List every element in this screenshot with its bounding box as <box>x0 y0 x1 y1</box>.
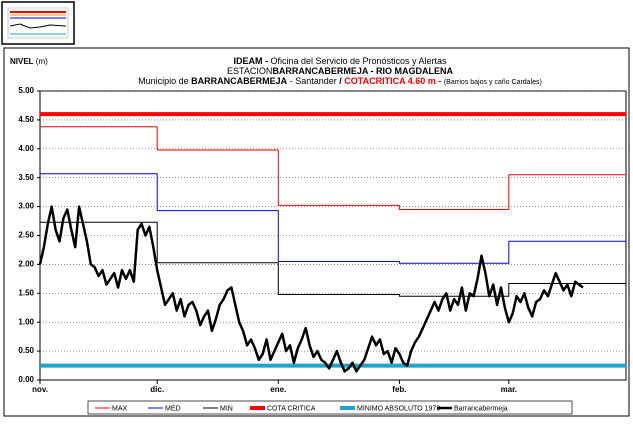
data-line <box>40 173 626 264</box>
y-tick-label: 5.00 <box>18 86 34 95</box>
legend <box>87 400 573 415</box>
title-line: IDEAM - Oficina del Servicio de Pronósti… <box>233 56 447 66</box>
y-tick-label: 1.00 <box>18 317 34 326</box>
legend-label: MED <box>165 405 181 412</box>
y-tick-label: 4.00 <box>18 144 34 153</box>
x-tick-label: dic. <box>150 385 164 394</box>
legend-label: MINIMO ABSOLUTO 1973 <box>357 405 440 412</box>
thumbnail-icon <box>1 1 75 45</box>
legend-label: COTA CRITICA <box>267 405 316 412</box>
legend-label: Barrancabermeja <box>454 405 508 412</box>
y-tick-label: 2.00 <box>18 260 34 269</box>
title-line: Municipio de BARRANCABERMEJA - Santander… <box>138 76 542 86</box>
legend-label: MAX <box>112 405 128 412</box>
y-tick-label: 0.00 <box>18 375 34 384</box>
data-line <box>40 126 626 210</box>
y-tick-label: 3.50 <box>18 173 34 182</box>
data-line <box>40 221 626 297</box>
y-tick-label: 0.50 <box>18 346 34 355</box>
y-tick-label: 1.50 <box>18 288 34 297</box>
y-tick-label: 3.00 <box>18 202 34 211</box>
y-tick-label: 4.50 <box>18 115 34 124</box>
x-tick-label: mar. <box>501 385 517 394</box>
legend-label: MIN <box>220 405 233 412</box>
y-tick-label: 2.50 <box>18 231 34 240</box>
x-tick-label: nov. <box>32 385 48 394</box>
title-line: ESTACIONBARRANCABERMEJA - RIO MAGDALENA <box>227 66 454 76</box>
x-tick-label: feb. <box>392 385 406 394</box>
y-axis-label: NIVEL (m) <box>10 57 48 66</box>
data-line <box>38 205 584 373</box>
x-tick-label: ene. <box>270 385 286 394</box>
